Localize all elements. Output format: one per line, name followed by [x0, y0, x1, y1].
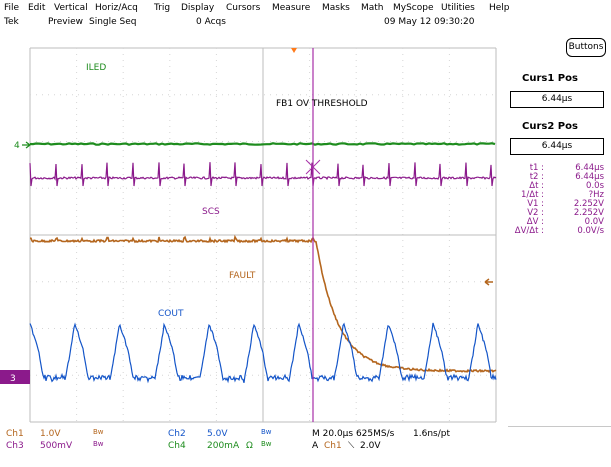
menu-vertical[interactable]: Vertical [54, 3, 88, 13]
threshold-label: FB1 OV THRESHOLD [276, 99, 368, 109]
ch4-scale[interactable]: 200mA [207, 441, 240, 451]
menu-cursors[interactable]: Cursors [226, 3, 261, 13]
ch3-marker-label: 3 [10, 374, 16, 384]
menu-file[interactable]: File [4, 3, 20, 13]
meas-label: ΔV/Δt : [514, 226, 544, 236]
fault-label: FAULT [229, 271, 256, 281]
acq-mode: Preview [48, 17, 84, 27]
ch2-cout-trace [29, 322, 497, 384]
brand-label: Tek [4, 17, 19, 27]
ch4-marker-label: 4 [14, 141, 20, 151]
ch1-bw-badge: Bw [93, 428, 104, 436]
record-readout: 1.6ns/pt [413, 429, 450, 439]
ch4-impedance: Ω [246, 441, 253, 451]
timebase-readout[interactable]: M 20.0µs 625MS/s [312, 429, 395, 439]
run-mode: Single Seq [89, 17, 137, 27]
menu-measure[interactable]: Measure [272, 3, 311, 13]
ch3-label[interactable]: Ch3 [6, 441, 24, 451]
ch2-label[interactable]: Ch2 [168, 429, 186, 439]
ch4-iled-trace [29, 142, 496, 146]
graticule [29, 47, 497, 423]
meas-label: t1 : [529, 163, 544, 173]
meas-label: V2 : [527, 208, 544, 218]
meas-label: V1 : [527, 199, 544, 209]
trigger-position-marker[interactable] [291, 48, 297, 53]
trigger-source-a[interactable]: A [312, 441, 319, 451]
ch3-scale[interactable]: 500mV [40, 441, 73, 451]
scope-display[interactable]: 4 3 ILED FB1 OV THRESHOLD SCS FAULT COUT [0, 30, 508, 426]
meas-value: 2.252V [573, 199, 604, 209]
curs2-value-field[interactable]: 6.44µs [510, 138, 604, 155]
cout-label: COUT [158, 309, 184, 319]
ch1-fault-trace [29, 234, 497, 374]
trigger-level-marker[interactable] [484, 278, 493, 286]
meas-value: 0.0V [584, 217, 604, 227]
ch2-scale[interactable]: 5.0V [207, 429, 228, 439]
meas-value: 6.44µs [575, 172, 604, 182]
ch4-label[interactable]: Ch4 [168, 441, 186, 451]
ch3-marker[interactable]: 3 [0, 370, 30, 384]
ch1-label[interactable]: Ch1 [6, 429, 24, 439]
ch1-scale[interactable]: 1.0V [40, 429, 61, 439]
meas-value: 6.44µs [575, 163, 604, 173]
ch2-bw-badge: Bw [261, 428, 272, 436]
menu-help[interactable]: Help [489, 3, 510, 13]
meas-label: t2 : [529, 172, 544, 182]
curs1-title: Curs1 Pos [522, 73, 578, 84]
ch3-bw-badge: Bw [93, 440, 104, 448]
meas-value: 0.0V/s [577, 226, 604, 236]
menu-bar: File Edit Vertical Horiz/Acq Trig Displa… [0, 0, 611, 16]
meas-value: 0.0s [586, 181, 604, 191]
trigger-source-ch[interactable]: Ch1 [324, 441, 342, 451]
meas-label: 1/Δt : [521, 190, 544, 200]
meas-value: 2.252V [573, 208, 604, 218]
menu-edit[interactable]: Edit [28, 3, 46, 13]
meas-label: Δt : [529, 181, 544, 191]
meas-label: ΔV : [526, 217, 544, 227]
ch4-marker[interactable]: 4 [14, 141, 31, 151]
menu-math[interactable]: Math [361, 3, 384, 13]
scs-label: SCS [202, 207, 220, 217]
menu-myscope[interactable]: MyScope [393, 3, 434, 13]
curs1-value-field[interactable]: 6.44µs [510, 91, 604, 108]
menu-horiz-acq[interactable]: Horiz/Acq [95, 3, 138, 13]
cursor-crosshair [305, 159, 321, 175]
curs2-title: Curs2 Pos [522, 121, 578, 132]
menu-trig[interactable]: Trig [154, 3, 171, 13]
meas-value: ?Hz [588, 190, 604, 200]
iled-label: ILED [86, 63, 106, 73]
acq-count: 0 Acqs [196, 17, 226, 27]
status-bar: Tek Preview Single Seq 0 Acqs 09 May 12 … [0, 16, 611, 30]
menu-masks[interactable]: Masks [322, 3, 350, 13]
trigger-slope-icon: ⟍ [348, 441, 355, 451]
menu-utilities[interactable]: Utilities [441, 3, 475, 13]
trigger-level[interactable]: 2.0V [360, 441, 381, 451]
buttons-toggle-button[interactable]: Buttons [566, 38, 606, 57]
date-time: 09 May 12 09:30:20 [384, 17, 475, 27]
menu-display[interactable]: Display [181, 3, 215, 13]
side-separator [508, 426, 611, 427]
ch3-scs-trace [29, 162, 497, 187]
ch4-bw-badge: Bw [261, 440, 272, 448]
